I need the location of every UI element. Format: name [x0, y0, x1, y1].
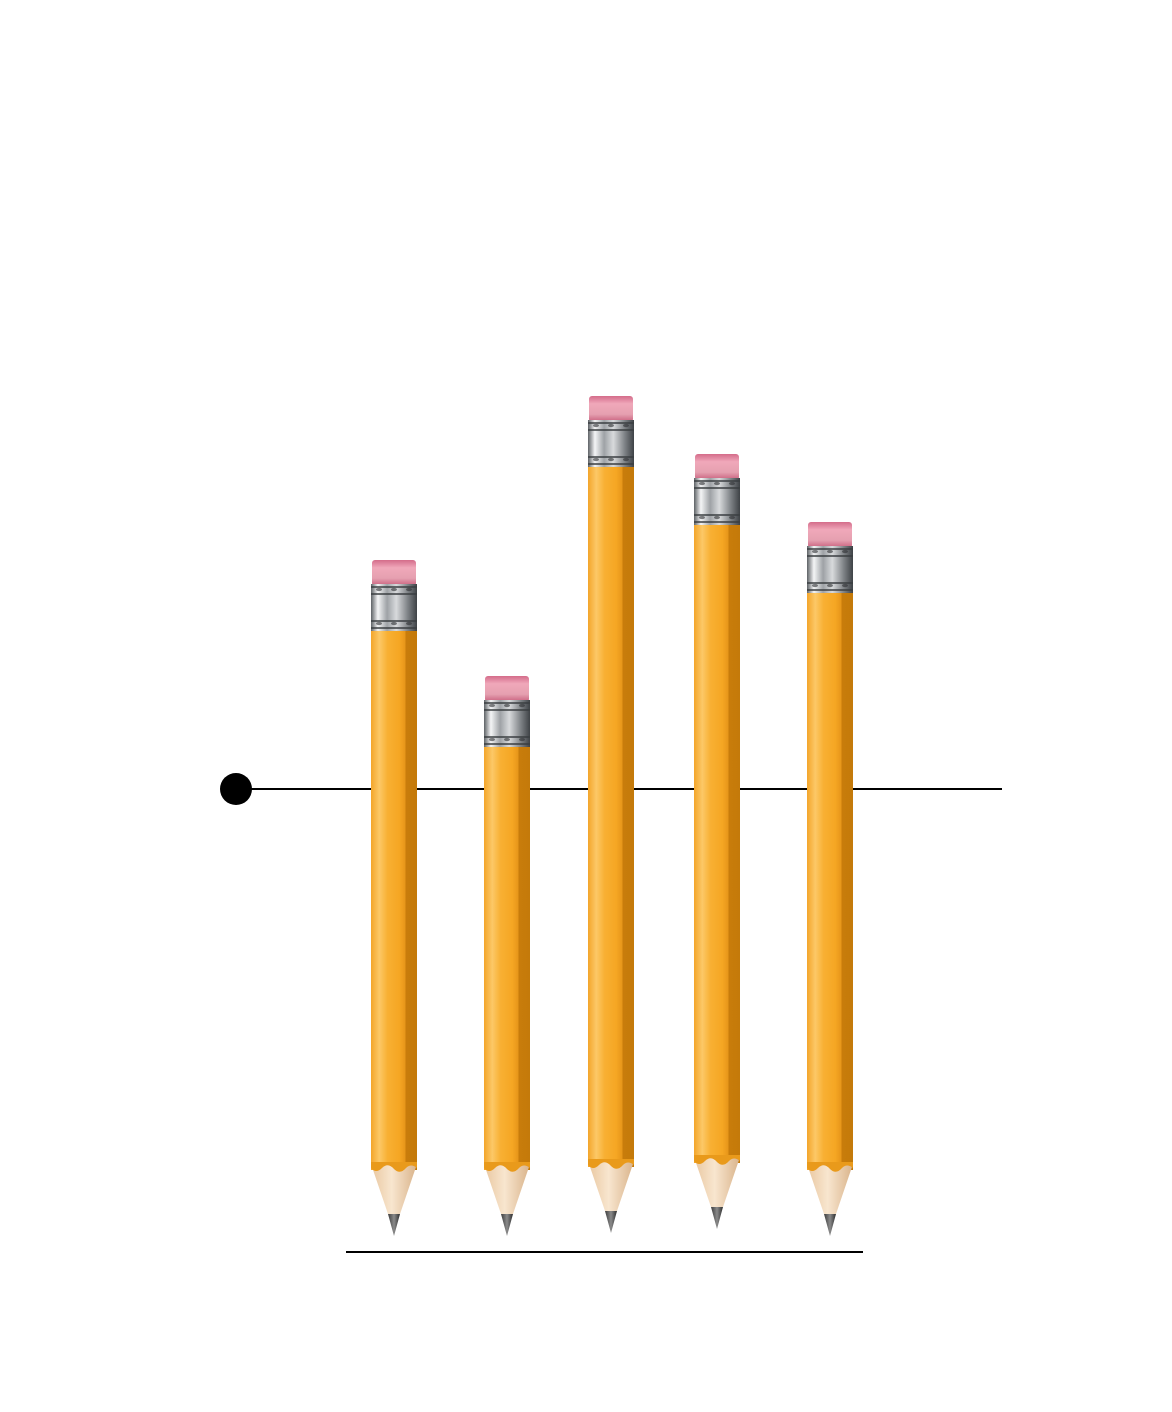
ferrule-ring [694, 514, 740, 516]
ferrule-rivet [623, 423, 629, 428]
pencil-paint-edge [694, 1155, 740, 1165]
ferrule-rivet [504, 737, 510, 742]
pencil-eraser [485, 676, 529, 702]
ferrule-ring [371, 627, 417, 629]
ferrule-rivet [812, 583, 818, 588]
ferrule-ring [371, 593, 417, 595]
ferrule-ring [588, 429, 634, 431]
ferrule-rivet [489, 737, 495, 742]
ferrule-rivet [608, 423, 614, 428]
pencil-graphite-tip [388, 1214, 400, 1236]
pencil-wood [484, 1164, 530, 1214]
ferrule-rivet [406, 621, 412, 626]
ferrule-rivet [608, 457, 614, 462]
ferrule-rivet [406, 587, 412, 592]
ferrule-ring [694, 487, 740, 489]
ferrule-rivet [714, 515, 720, 520]
ferrule-rivet [699, 481, 705, 486]
ferrule-rivet [504, 703, 510, 708]
pencil-body [371, 631, 417, 1170]
pencil-graphite-tip [501, 1214, 513, 1236]
pencil [694, 454, 740, 1229]
pencil-eraser [372, 560, 416, 586]
ferrule-rivet [489, 703, 495, 708]
ferrule-rivet [519, 737, 525, 742]
pencil-graphite-tip [824, 1214, 836, 1236]
ferrule-rivet [593, 423, 599, 428]
ferrule-rivet [623, 457, 629, 462]
ferrule-rivet [842, 583, 848, 588]
ferrule-rivet [593, 457, 599, 462]
ferrule-rivet [827, 549, 833, 554]
pencil-graphite-tip [711, 1207, 723, 1229]
ferrule-ring [484, 702, 530, 704]
ferrule-ring [371, 620, 417, 622]
reference-dot [220, 773, 252, 805]
pencil [484, 676, 530, 1236]
ferrule-ring [484, 743, 530, 745]
pencils-group [371, 396, 853, 1236]
ferrule-ring [371, 586, 417, 588]
pencil-body [484, 747, 530, 1170]
pencil-paint-edge [484, 1162, 530, 1172]
pencil-wood [588, 1161, 634, 1211]
ferrule-rivet [714, 481, 720, 486]
ferrule-ring [588, 463, 634, 465]
pencil-paint-edge [807, 1162, 853, 1172]
ferrule-rivet [842, 549, 848, 554]
ferrule-ring [807, 589, 853, 591]
ferrule-rivet [699, 515, 705, 520]
ferrule-rivet [812, 549, 818, 554]
pencil-body [807, 593, 853, 1170]
ferrule-ring [588, 422, 634, 424]
ferrule-rivet [519, 703, 525, 708]
pencil-wood [807, 1164, 853, 1214]
pencil-paint-edge [371, 1162, 417, 1172]
pencil-body [588, 467, 634, 1167]
ferrule-ring [694, 521, 740, 523]
ferrule-rivet [391, 587, 397, 592]
ferrule-ring [484, 709, 530, 711]
ferrule-ring [588, 456, 634, 458]
ferrule-ring [807, 582, 853, 584]
pencil-eraser [695, 454, 739, 480]
pencil-body [694, 525, 740, 1163]
pencil [588, 396, 634, 1233]
pencil-eraser [808, 522, 852, 548]
ferrule-rivet [729, 515, 735, 520]
pencil-wood [694, 1157, 740, 1207]
ferrule-ring [807, 555, 853, 557]
ferrule-rivet [729, 481, 735, 486]
pencil-wood [371, 1164, 417, 1214]
pencil [371, 560, 417, 1236]
ferrule-ring [694, 480, 740, 482]
ferrule-rivet [391, 621, 397, 626]
pencil-graphite-tip [605, 1211, 617, 1233]
ferrule-rivet [376, 587, 382, 592]
ferrule-rivet [827, 583, 833, 588]
pencil [807, 522, 853, 1236]
ferrule-ring [484, 736, 530, 738]
ferrule-rivet [376, 621, 382, 626]
ferrule-ring [807, 548, 853, 550]
pencil-paint-edge [588, 1159, 634, 1169]
pencil-eraser [589, 396, 633, 422]
